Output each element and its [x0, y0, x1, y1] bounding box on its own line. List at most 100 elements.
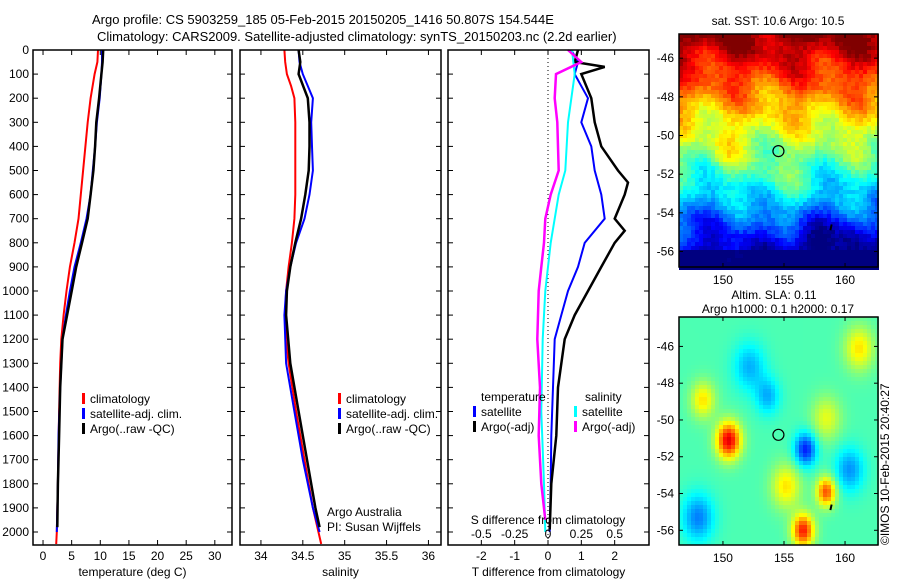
- map-cell: [831, 337, 835, 341]
- map-cell: [863, 377, 867, 381]
- map-cell: [731, 341, 735, 345]
- map-cell: [827, 242, 831, 246]
- map-cell: [843, 369, 847, 373]
- map-cell: [807, 373, 811, 377]
- map-cell: [835, 46, 839, 50]
- map-cell: [863, 437, 867, 441]
- map-cell: [847, 138, 851, 142]
- map-cell: [823, 214, 827, 218]
- map-cell: [699, 190, 703, 194]
- y-tick-label: 1200: [2, 332, 29, 346]
- map-cell: [795, 433, 799, 437]
- map-cell: [743, 102, 747, 106]
- map-cell: [703, 429, 707, 433]
- map-cell: [843, 437, 847, 441]
- map-cell: [803, 66, 807, 70]
- map-cell: [755, 357, 759, 361]
- map-cell: [695, 389, 699, 393]
- map-cell: [719, 62, 723, 66]
- map-cell: [767, 345, 771, 349]
- map-cell: [847, 110, 851, 114]
- map-cell: [703, 50, 707, 54]
- map-cell: [759, 337, 763, 341]
- map-cell: [847, 62, 851, 66]
- map-cell: [831, 429, 835, 433]
- map-cell: [695, 98, 699, 102]
- map-cell: [871, 150, 875, 154]
- map-cell: [871, 114, 875, 118]
- map-cell: [703, 230, 707, 234]
- map-cell: [855, 166, 859, 170]
- map-cell: [863, 222, 867, 226]
- map-cell: [799, 357, 803, 361]
- map-cell: [843, 98, 847, 102]
- map-cell: [727, 321, 731, 325]
- map-cell: [687, 38, 691, 42]
- map-cell: [707, 190, 711, 194]
- map-cell: [815, 373, 819, 377]
- map-cell: [687, 325, 691, 329]
- map-cell: [755, 373, 759, 377]
- map-cell: [843, 405, 847, 409]
- map-cell: [811, 86, 815, 90]
- map-cell: [827, 98, 831, 102]
- map-cell: [855, 54, 859, 58]
- map-cell: [759, 409, 763, 413]
- map-cell: [859, 178, 863, 182]
- map-cell: [751, 405, 755, 409]
- map-cell: [691, 401, 695, 405]
- map-cell: [703, 82, 707, 86]
- map-cell: [851, 425, 855, 429]
- map-cell: [803, 429, 807, 433]
- map-cell: [707, 122, 711, 126]
- map-cell: [867, 94, 871, 98]
- map-cell: [743, 158, 747, 162]
- map-cell: [831, 417, 835, 421]
- map-cell: [831, 401, 835, 405]
- map-cell: [859, 266, 863, 270]
- map-cell: [751, 46, 755, 50]
- map-cell: [839, 94, 843, 98]
- map-cell: [743, 174, 747, 178]
- map-cell: [783, 341, 787, 345]
- map-cell: [847, 361, 851, 365]
- map-cell: [795, 50, 799, 54]
- map-cell: [815, 214, 819, 218]
- map-cell: [695, 401, 699, 405]
- map-cell: [815, 186, 819, 190]
- map-cell: [711, 457, 715, 461]
- map-cell: [723, 381, 727, 385]
- map-cell: [767, 238, 771, 242]
- map-cell: [827, 345, 831, 349]
- map-cell: [847, 357, 851, 361]
- map-cell: [711, 353, 715, 357]
- map-cell: [751, 437, 755, 441]
- map-cell: [699, 66, 703, 70]
- map-cell: [811, 90, 815, 94]
- map-cell: [703, 377, 707, 381]
- map-cell: [847, 238, 851, 242]
- map-cell: [715, 202, 719, 206]
- map-cell: [855, 70, 859, 74]
- map-cell: [795, 222, 799, 226]
- map-cell: [875, 126, 879, 130]
- map-cell: [735, 242, 739, 246]
- map-cell: [863, 210, 867, 214]
- map-cell: [815, 381, 819, 385]
- map-cell: [839, 441, 843, 445]
- map-cell: [799, 389, 803, 393]
- map-cell: [679, 385, 683, 389]
- map-cell: [823, 246, 827, 250]
- map-cell: [715, 62, 719, 66]
- map-cell: [719, 182, 723, 186]
- map-cell: [703, 138, 707, 142]
- map-cell: [783, 397, 787, 401]
- map-cell: [827, 254, 831, 258]
- map-cell: [859, 222, 863, 226]
- map-cell: [835, 262, 839, 266]
- map-cell: [807, 146, 811, 150]
- map-cell: [815, 437, 819, 441]
- map-cell: [807, 234, 811, 238]
- map-cell: [707, 198, 711, 202]
- map-cell: [823, 78, 827, 82]
